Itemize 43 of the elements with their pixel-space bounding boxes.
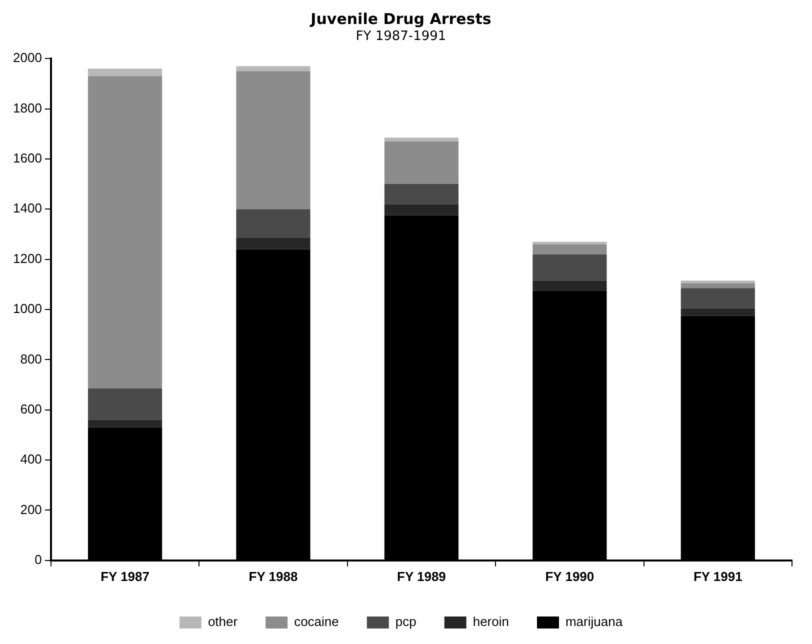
bar	[680, 280, 755, 284]
bar	[88, 76, 162, 389]
chart-subtitle: FY 1987-1991	[356, 29, 446, 44]
y-tick-label: 0	[34, 552, 42, 567]
legend-label: other	[208, 614, 238, 630]
y-tick-label: 1600	[13, 150, 42, 166]
bar	[236, 66, 310, 72]
bar	[88, 388, 162, 420]
x-tick-label: FY 1987	[100, 568, 150, 584]
bar	[384, 184, 459, 204]
bar	[680, 308, 755, 316]
legend-label: marijuana	[565, 614, 624, 630]
y-tick-label: 400	[20, 452, 42, 467]
bar	[532, 244, 607, 254]
y-tick-label: 600	[20, 401, 42, 416]
bar	[532, 254, 607, 281]
bar	[236, 71, 310, 210]
bar	[532, 242, 607, 244]
x-tick-label: FY 1990	[545, 568, 594, 584]
x-tick-label: FY 1988	[248, 568, 298, 584]
bar	[88, 420, 162, 428]
x-tick-label: FY 1989	[397, 568, 446, 584]
y-tick-label: 1000	[13, 301, 42, 316]
chart-title: Juvenile Drug Arrests	[310, 10, 492, 28]
x-tick-label: FY 1991	[693, 568, 742, 584]
bar	[236, 238, 310, 250]
y-tick-label: 1800	[13, 100, 42, 116]
legend-label: cocaine	[294, 614, 339, 630]
bar	[384, 141, 459, 184]
legend-label: pcp	[395, 614, 416, 630]
bar	[680, 283, 755, 288]
y-tick-label: 2000	[13, 50, 42, 66]
bar	[532, 280, 607, 291]
bar	[88, 68, 162, 76]
bar	[384, 138, 459, 142]
legend-label: heroin	[472, 614, 509, 630]
bar	[680, 288, 755, 308]
y-tick-label: 200	[20, 502, 42, 517]
y-tick-label: 800	[20, 351, 42, 366]
y-tick-label: 1400	[13, 200, 42, 216]
y-tick-label: 1200	[13, 250, 42, 266]
bar	[384, 204, 459, 216]
bar	[236, 209, 310, 238]
